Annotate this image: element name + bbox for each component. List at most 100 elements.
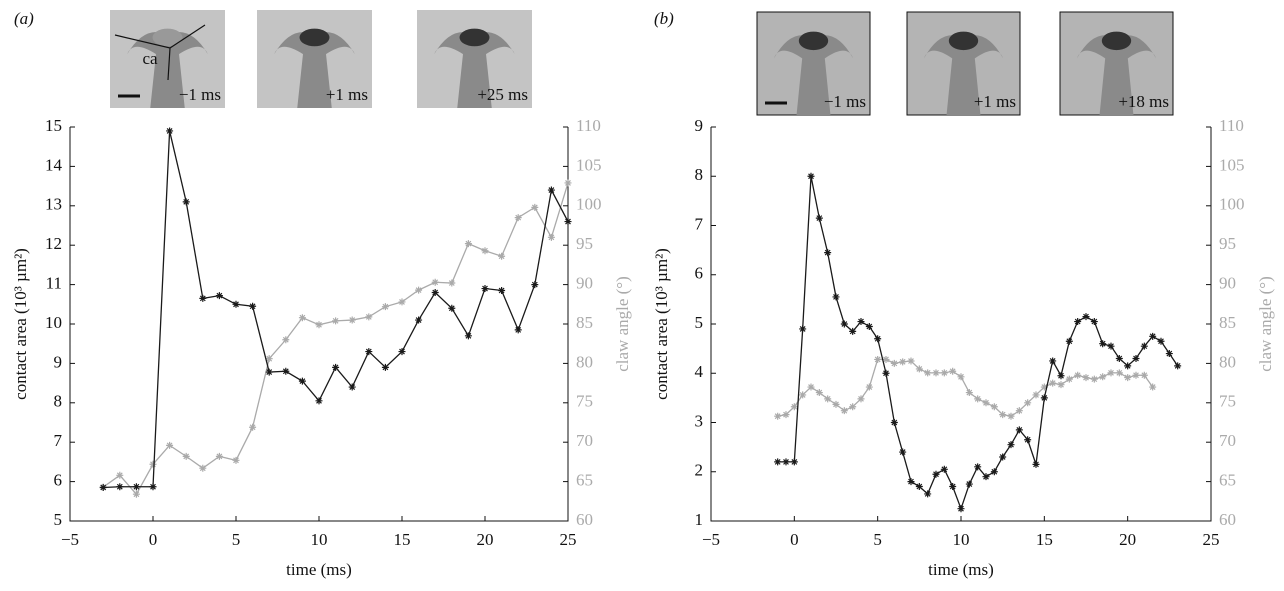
data-point: [182, 198, 190, 206]
y2-tick-label: 85: [1219, 313, 1236, 332]
data-point: [298, 314, 306, 322]
data-point: [1065, 375, 1073, 383]
data-point: [899, 358, 907, 366]
y2-axis-label: claw angle (°): [1256, 276, 1275, 372]
x-axis-label: time (ms): [286, 560, 352, 579]
data-point: [415, 316, 423, 324]
data-point: [815, 214, 823, 222]
data-point: [774, 458, 782, 466]
data-point: [1174, 362, 1182, 370]
y2-tick-label: 95: [576, 234, 593, 253]
data-point: [298, 377, 306, 385]
data-point: [166, 441, 174, 449]
data-point: [890, 359, 898, 367]
y-tick-label: 14: [45, 155, 63, 174]
data-point: [1032, 391, 1040, 399]
data-point: [824, 249, 832, 257]
y2-tick-label: 80: [1219, 352, 1236, 371]
data-point: [282, 367, 290, 375]
data-point: [1015, 426, 1023, 434]
data-point: [832, 400, 840, 408]
y2-tick-label: 60: [1219, 510, 1236, 529]
x-tick-label: 25: [560, 530, 577, 549]
y-tick-label: 6: [695, 264, 704, 283]
data-point: [564, 179, 572, 187]
data-point: [564, 218, 572, 226]
data-point: [215, 292, 223, 300]
data-point: [949, 483, 957, 491]
data-point: [807, 172, 815, 180]
data-point: [924, 369, 932, 377]
y2-tick-label: 80: [576, 352, 593, 371]
data-point: [849, 327, 857, 335]
data-point: [849, 403, 857, 411]
pad: [1101, 31, 1132, 51]
y2-tick-label: 110: [576, 116, 601, 135]
data-point: [199, 464, 207, 472]
data-point: [990, 403, 998, 411]
y2-tick-label: 65: [576, 471, 593, 490]
inset-time-label: −1 ms: [179, 85, 221, 104]
data-point: [149, 460, 157, 468]
y-axis-label: contact area (10³ µm²): [11, 248, 30, 400]
data-point: [232, 300, 240, 308]
data-point: [481, 285, 489, 293]
y-tick-label: 1: [695, 510, 704, 529]
data-point: [431, 288, 439, 296]
y-tick-label: 10: [45, 313, 62, 332]
x-tick-label: 5: [873, 530, 882, 549]
x-tick-label: 5: [232, 530, 241, 549]
data-point: [1040, 394, 1048, 402]
data-point: [398, 348, 406, 356]
y2-tick-label: 75: [1219, 392, 1236, 411]
data-point: [348, 316, 356, 324]
data-point: [865, 383, 873, 391]
inset-time-label: +1 ms: [974, 92, 1016, 111]
data-point: [1040, 383, 1048, 391]
data-point: [1057, 372, 1065, 380]
y2-tick-label: 100: [576, 195, 602, 214]
angle-lines: [114, 24, 206, 81]
data-point: [464, 240, 472, 248]
panel-label: (a): [14, 9, 34, 28]
y2-axis-label: claw angle (°): [613, 276, 632, 372]
claw-body: [434, 32, 515, 108]
data-point: [215, 452, 223, 460]
y-tick-label: 13: [45, 195, 62, 214]
x-tick-label: −5: [702, 530, 720, 549]
data-point: [132, 490, 140, 498]
y-tick-label: 5: [695, 313, 704, 332]
data-point: [514, 214, 522, 222]
data-point: [547, 233, 555, 241]
x-tick-label: 25: [1203, 530, 1220, 549]
data-point: [1024, 399, 1032, 407]
data-point: [464, 332, 472, 340]
claw-body: [127, 32, 208, 108]
data-point: [932, 470, 940, 478]
data-point: [832, 293, 840, 301]
y-tick-label: 8: [54, 392, 63, 411]
inset-time-label: +1 ms: [326, 85, 368, 104]
data-point: [824, 395, 832, 403]
data-point: [514, 326, 522, 334]
series-line: [777, 358, 1154, 417]
data-point: [348, 383, 356, 391]
data-point: [974, 463, 982, 471]
data-point: [415, 286, 423, 294]
data-point: [999, 453, 1007, 461]
data-point: [1124, 362, 1132, 370]
data-point: [448, 279, 456, 287]
data-point: [1115, 369, 1123, 377]
y-tick-label: 15: [45, 116, 62, 135]
data-point: [1140, 371, 1148, 379]
data-point: [381, 363, 389, 371]
data-point: [1132, 371, 1140, 379]
y2-tick-label: 100: [1219, 195, 1245, 214]
y2-tick-label: 95: [1219, 234, 1236, 253]
data-point: [547, 186, 555, 194]
series-line: [102, 182, 569, 496]
data-point: [949, 367, 957, 375]
y-tick-label: 8: [695, 165, 704, 184]
data-point: [982, 399, 990, 407]
data-point: [1165, 350, 1173, 358]
